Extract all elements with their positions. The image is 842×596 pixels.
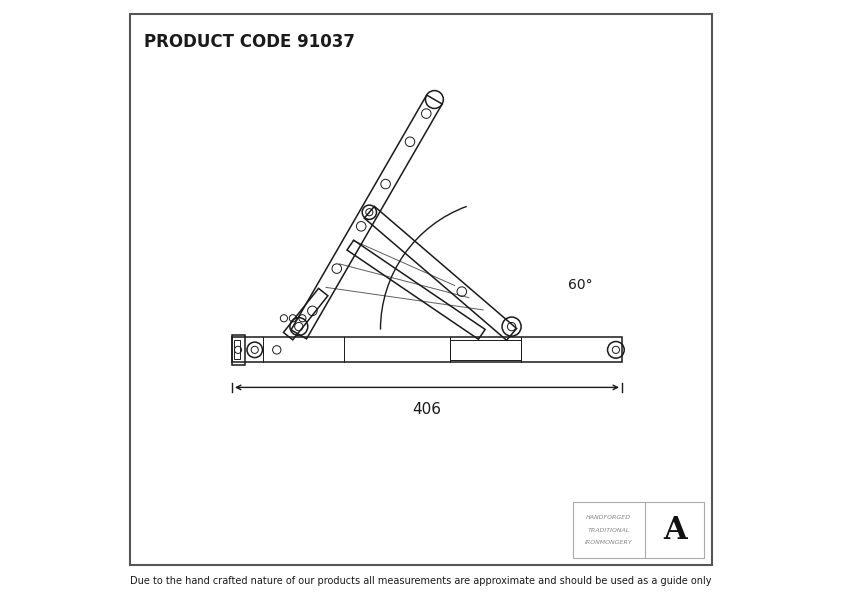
Bar — [573, 502, 704, 558]
Text: Due to the hand crafted nature of our products all measurements are approximate : Due to the hand crafted nature of our pr… — [131, 576, 711, 586]
Text: PRODUCT CODE 91037: PRODUCT CODE 91037 — [144, 33, 354, 51]
Bar — [232, 335, 245, 365]
Text: HANDFORGED: HANDFORGED — [586, 515, 631, 520]
Bar — [234, 340, 241, 359]
Text: 60°: 60° — [568, 278, 593, 292]
Text: A: A — [663, 514, 687, 546]
Text: TRADITIONAL: TRADITIONAL — [587, 527, 630, 533]
Text: IRONMONGERY: IRONMONGERY — [584, 540, 632, 545]
Text: 406: 406 — [413, 402, 441, 417]
Bar — [232, 337, 622, 362]
Bar — [450, 340, 521, 360]
